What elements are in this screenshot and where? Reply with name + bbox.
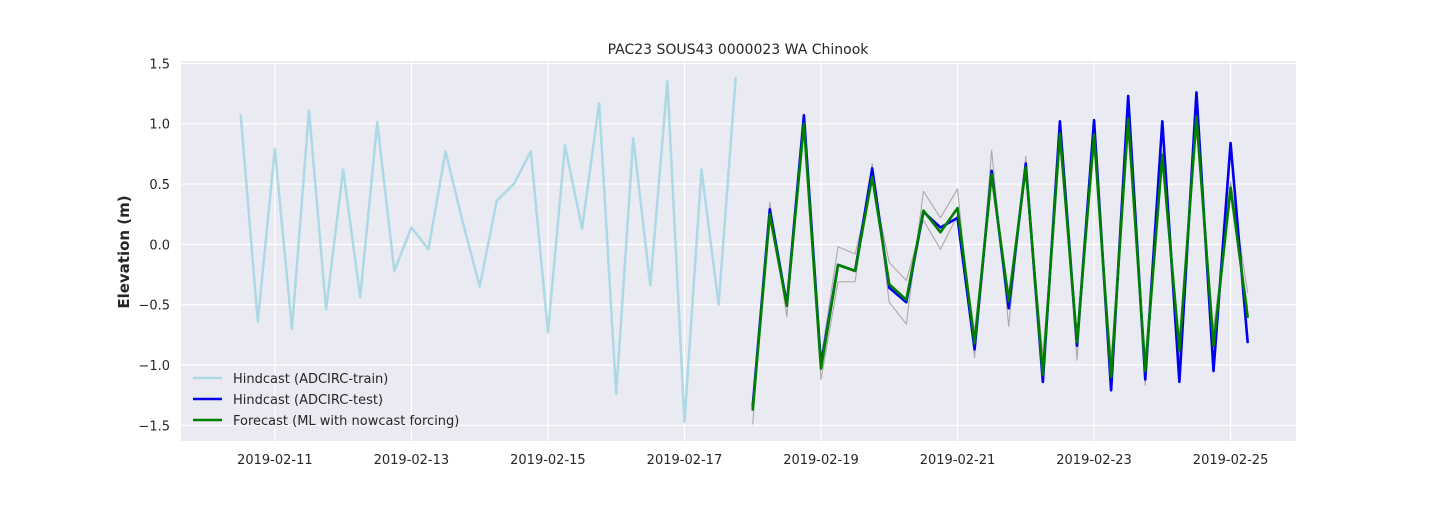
x-tick-label: 2019-02-15 [510, 453, 586, 468]
y-tick-label: 0.5 [149, 178, 170, 193]
legend: Hindcast (ADCIRC-train) Hindcast (ADCIRC-… [193, 372, 459, 429]
x-tick-label: 2019-02-23 [1056, 453, 1132, 468]
y-tick-label: 1.0 [149, 118, 170, 133]
legend-label: Hindcast (ADCIRC-train) [233, 372, 388, 387]
legend-label: Hindcast (ADCIRC-test) [233, 393, 383, 408]
y-tick-label: 0.0 [149, 238, 170, 253]
x-tick-label: 2019-02-11 [237, 453, 313, 468]
y-axis-label: Elevation (m) [115, 195, 133, 308]
grid-lines [181, 61, 1296, 441]
series-line-0 [239, 76, 737, 423]
x-tick-label: 2019-02-13 [374, 453, 450, 468]
axis-tick-labels: 2019-02-11 2019-02-13 2019-02-15 2019-02-17… [138, 57, 1268, 468]
chart-title: PAC23 SOUS43 0000023 WA Chinook [608, 42, 870, 58]
y-tick-label: −1.5 [138, 419, 170, 434]
series-line-4 [751, 115, 1249, 411]
legend-label: Forecast (ML with nowcast forcing) [233, 414, 459, 429]
x-tick-label: 2019-02-17 [647, 453, 723, 468]
y-tick-label: −1.0 [138, 359, 170, 374]
x-tick-label: 2019-02-21 [920, 453, 996, 468]
x-tick-label: 2019-02-19 [783, 453, 859, 468]
y-tick-label: −0.5 [138, 299, 170, 314]
series-lines [239, 76, 1249, 425]
x-tick-label: 2019-02-25 [1193, 453, 1269, 468]
y-tick-label: 1.5 [149, 57, 170, 72]
